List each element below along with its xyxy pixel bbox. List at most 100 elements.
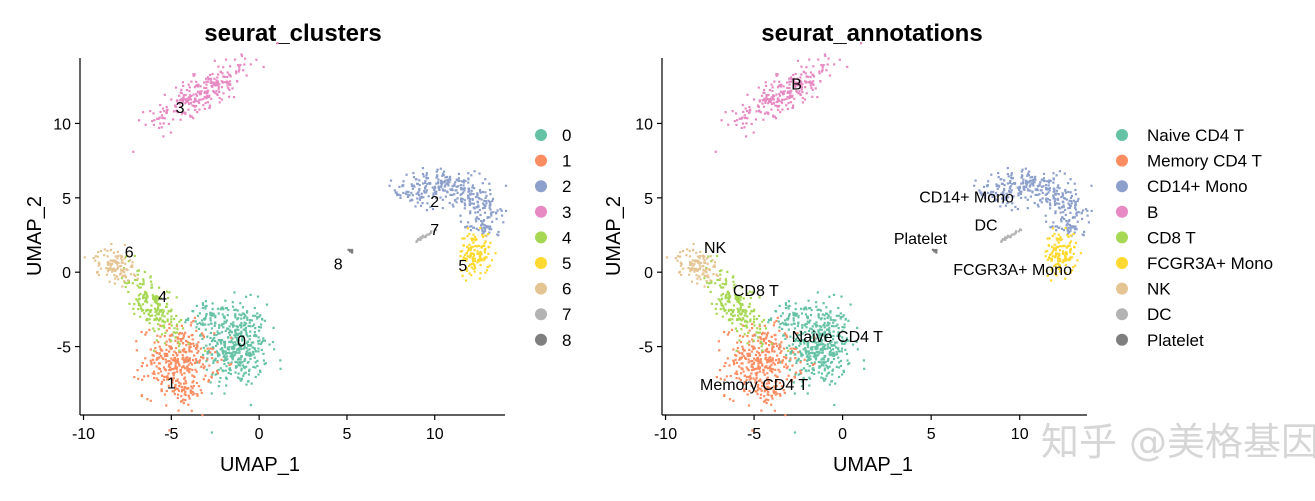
point-1 [169, 345, 172, 348]
point-0 [214, 357, 217, 360]
point-6 [119, 264, 123, 268]
point-cd14-mono [974, 179, 977, 182]
scatter-points [83, 42, 508, 434]
point-0 [245, 333, 248, 336]
point-cd8-t [724, 297, 727, 300]
point-6 [121, 285, 124, 288]
point-b [781, 98, 784, 101]
cluster-label: CD8 T [733, 283, 779, 300]
point-1 [178, 364, 181, 367]
point-1 [174, 356, 177, 359]
point-0 [249, 330, 252, 333]
point-fcgr3a-mono [1074, 241, 1077, 244]
point-memory-cd4-t [778, 370, 781, 373]
point-1 [149, 399, 152, 402]
point-b [792, 73, 795, 77]
point-memory-cd4-t [759, 342, 762, 345]
point-dc [1013, 232, 1016, 235]
point-cd14-mono [1048, 187, 1051, 190]
point-3 [249, 63, 252, 66]
point-b [731, 110, 734, 113]
point-0 [263, 339, 266, 342]
point-naive-cd4-t [820, 376, 823, 379]
point-3 [225, 80, 229, 83]
chart-title: seurat_annotations [761, 20, 982, 47]
point-2 [488, 228, 491, 231]
point-naive-cd4-t [797, 373, 800, 376]
point-2 [442, 189, 445, 192]
point-cd14-mono [1033, 177, 1036, 180]
point-0 [238, 313, 241, 316]
point-cd14-mono [1044, 193, 1047, 196]
point-cd8-t [758, 314, 761, 317]
point-naive-cd4-t [784, 337, 787, 341]
point-cd8-t [742, 317, 745, 320]
point-0 [230, 352, 233, 355]
point-cd14-mono [991, 193, 994, 196]
point-cd14-mono [1074, 225, 1077, 228]
point-cd14-mono [1073, 216, 1076, 219]
point-0 [241, 377, 244, 380]
point-naive-cd4-t [815, 305, 818, 308]
point-naive-cd4-t [826, 347, 829, 350]
point-1 [160, 389, 163, 392]
point-memory-cd4-t [785, 356, 788, 360]
point-2 [426, 182, 429, 186]
point-naive-cd4-t [788, 344, 791, 347]
point-memory-cd4-t [725, 375, 728, 378]
point-naive-cd4-t [823, 317, 826, 320]
point-1 [161, 374, 164, 377]
point-cd14-mono [1057, 184, 1060, 187]
point-1 [196, 346, 199, 349]
point-naive-cd4-t [797, 316, 800, 319]
point-0 [234, 353, 237, 356]
point-b [781, 93, 785, 96]
point-cd8-t [758, 323, 761, 326]
point-0 [216, 360, 219, 363]
point-b [807, 81, 810, 84]
point-naive-cd4-t [794, 346, 797, 349]
point-naive-cd4-t [809, 352, 812, 355]
point-2 [447, 179, 450, 182]
point-naive-cd4-t [807, 350, 810, 353]
point-cd8-t [743, 325, 746, 328]
point-3 [227, 82, 230, 85]
point-cd14-mono [1034, 175, 1037, 178]
point-5 [474, 236, 477, 239]
point-2 [499, 208, 502, 211]
point-4 [178, 349, 181, 352]
point-1 [191, 374, 194, 377]
point-0 [247, 352, 250, 355]
point-nk [692, 242, 695, 246]
point-4 [177, 340, 180, 343]
point-4 [147, 312, 150, 315]
point-3 [162, 122, 165, 125]
point-1 [182, 402, 185, 405]
point-1 [172, 377, 175, 380]
point-memory-cd4-t [790, 380, 793, 383]
point-memory-cd4-t [749, 360, 752, 363]
point-0 [227, 361, 230, 364]
point-1 [201, 332, 204, 335]
point-naive-cd4-t [844, 348, 847, 351]
point-memory-cd4-t [735, 376, 738, 380]
point-2 [484, 204, 487, 207]
point-naive-cd4-t [799, 330, 802, 333]
point-memory-cd4-t [751, 429, 754, 432]
point-memory-cd4-t [765, 398, 768, 401]
point-0 [211, 373, 214, 376]
point-1 [156, 352, 159, 355]
point-naive-cd4-t [831, 373, 834, 376]
point-4 [139, 282, 142, 285]
point-nk [699, 261, 702, 264]
point-0 [217, 368, 220, 371]
point-b [779, 111, 782, 114]
point-2 [464, 226, 467, 229]
point-memory-cd4-t [776, 392, 779, 395]
point-memory-cd4-t [742, 370, 745, 373]
point-b [808, 58, 811, 61]
point-2 [488, 225, 491, 228]
point-1 [189, 368, 192, 371]
point-1 [183, 367, 186, 370]
point-0 [236, 343, 240, 346]
